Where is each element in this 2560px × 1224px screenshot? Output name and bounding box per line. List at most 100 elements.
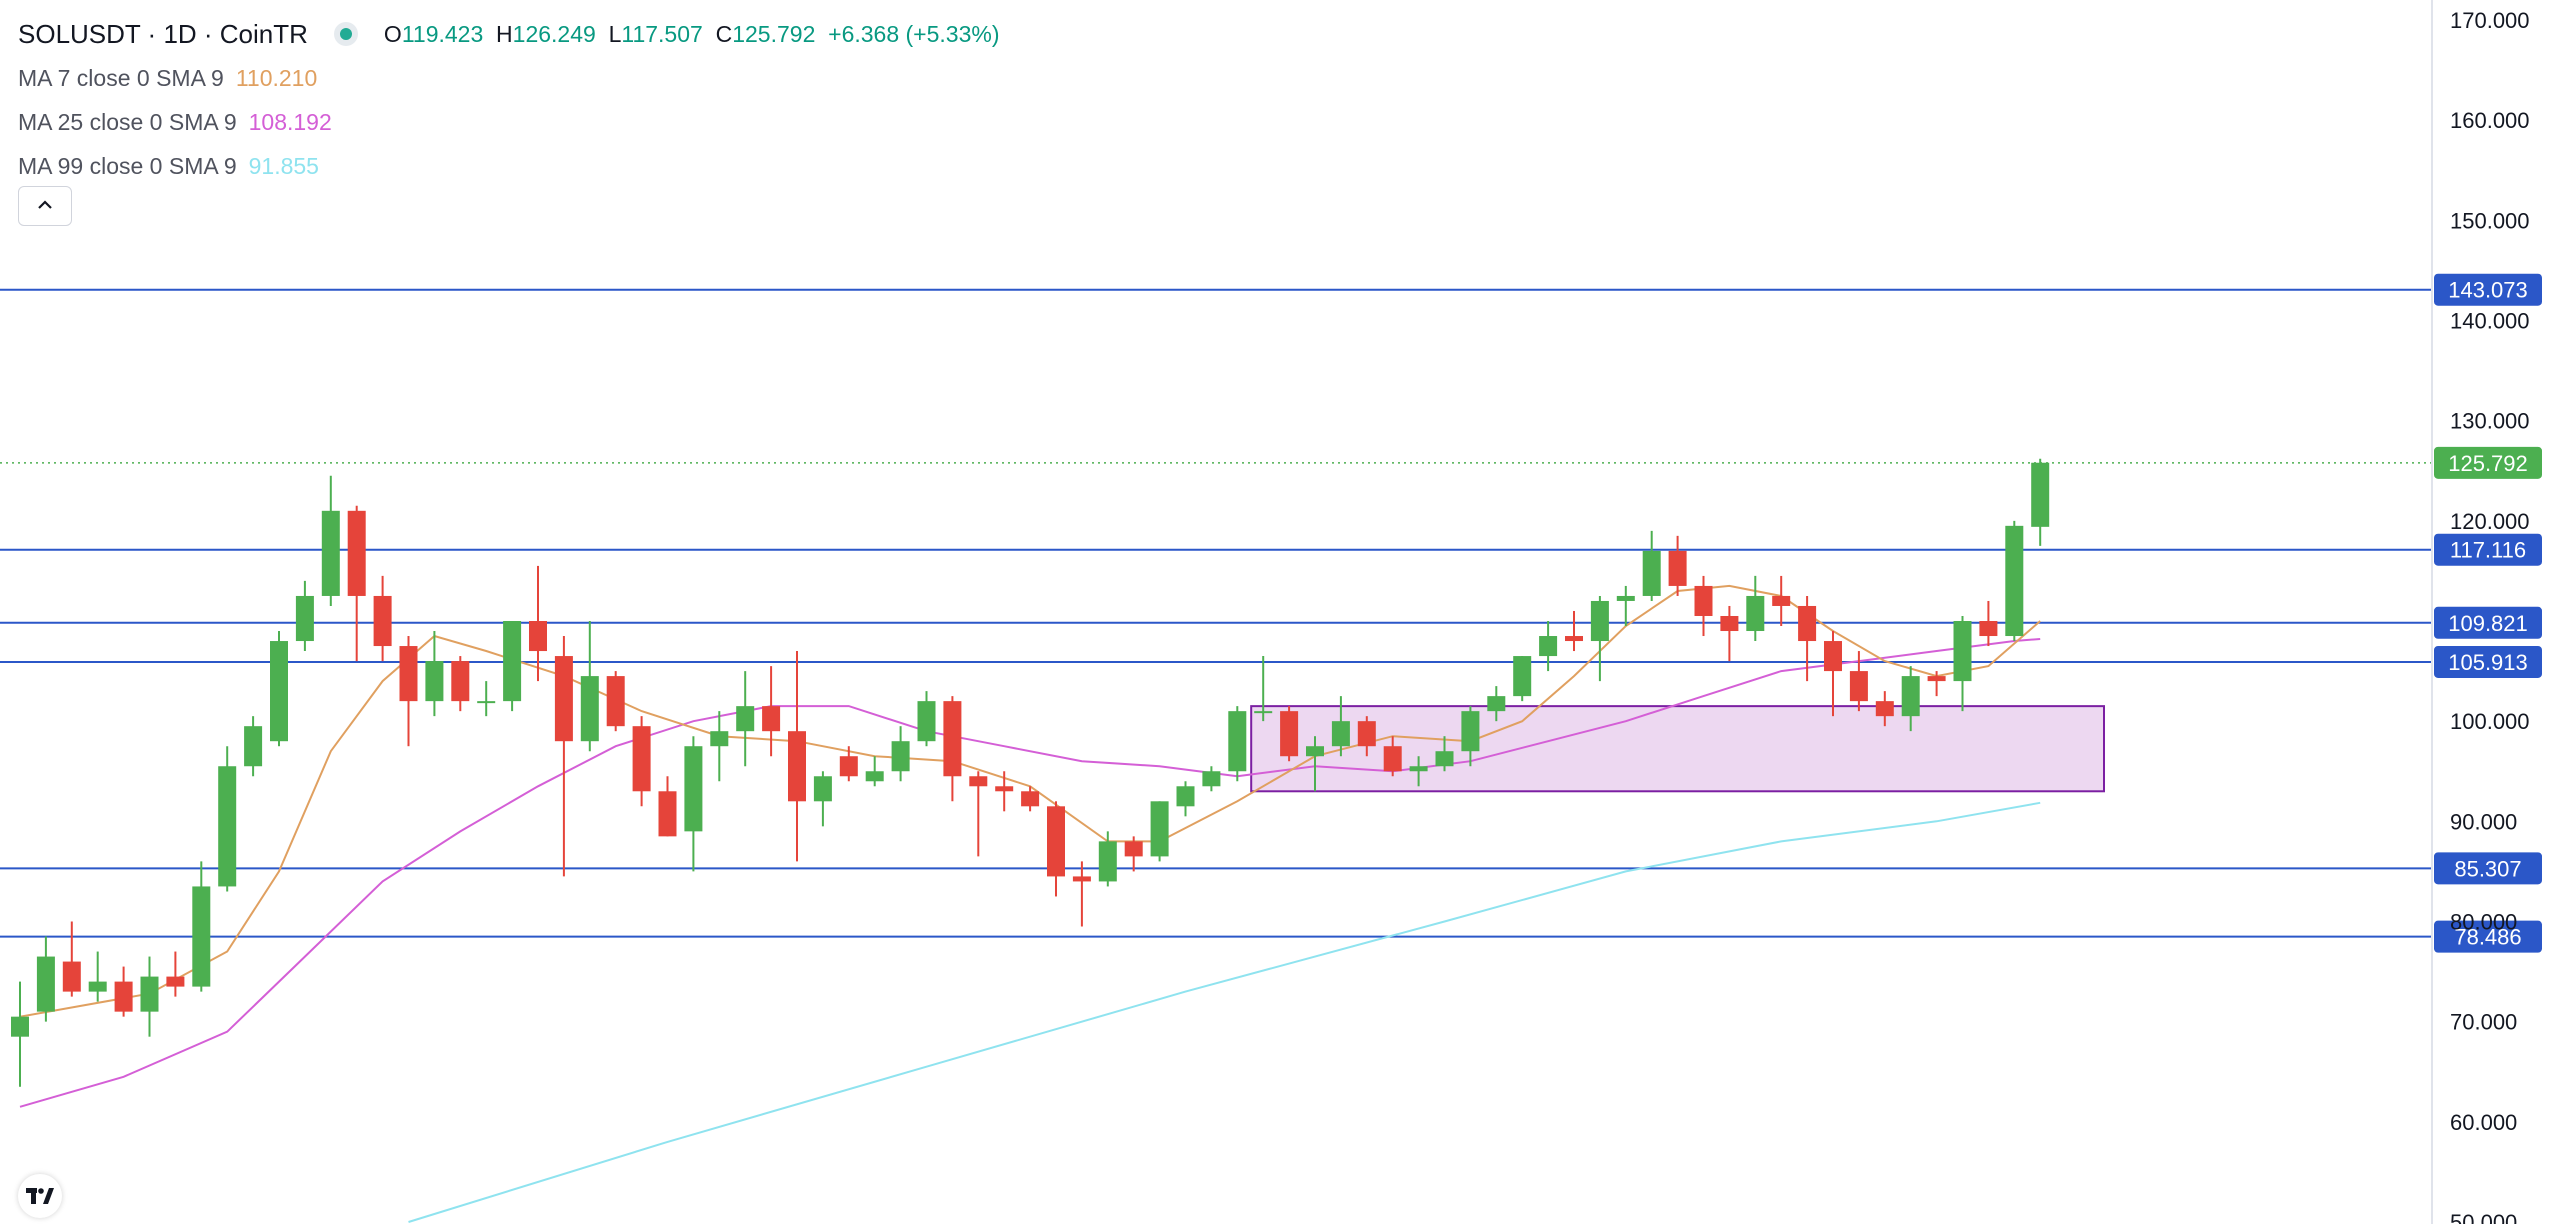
candle-up (1590, 595, 1609, 682)
candle-up (244, 716, 263, 777)
candle-body (2005, 525, 2024, 637)
candle-up (1461, 706, 1480, 767)
price-axis-tick: 130.000 (2450, 409, 2530, 434)
candle-down (788, 651, 806, 862)
candle-up (270, 631, 288, 747)
level-price-tag (2434, 606, 2542, 639)
level-price-label: 105.913 (2448, 650, 2528, 675)
low-value: 117.507 (621, 21, 703, 47)
price-axis-tick: 150.000 (2450, 208, 2530, 233)
candle-body (1306, 746, 1324, 757)
candle-body (1124, 841, 1143, 857)
candle-up (1228, 706, 1247, 782)
indicator-value: 91.855 (248, 153, 319, 179)
candle-down (943, 696, 962, 802)
candle-up (1409, 756, 1428, 787)
candle-down (1798, 595, 1817, 682)
candle-down (347, 505, 366, 662)
collapse-legend-button[interactable] (18, 186, 72, 226)
candle-down (658, 776, 677, 837)
candle-up (1953, 615, 1972, 712)
candle-down (1280, 706, 1299, 762)
candle-up (710, 711, 729, 782)
candle-body (451, 661, 470, 702)
candle-body (347, 510, 366, 596)
candle-body (166, 976, 185, 987)
candle-body (477, 701, 496, 704)
consolidation-zone (1250, 705, 2105, 793)
indicator-label: MA 7 close 0 SMA 9 (18, 65, 224, 91)
candle-up (736, 671, 755, 767)
indicator-ma25[interactable]: MA 25 close 0 SMA 9 108.192 (18, 100, 999, 144)
candle-up (1176, 781, 1195, 817)
candle-body (554, 656, 573, 742)
candle-up (917, 691, 936, 747)
candle-down (1072, 861, 1091, 927)
candle-up (813, 771, 832, 827)
candle-body (270, 641, 288, 742)
price-axis-tick: 170.000 (2450, 8, 2530, 33)
candle-down (1565, 610, 1583, 652)
high-value: 126.249 (512, 21, 596, 47)
candle-body (1798, 605, 1817, 642)
candle-down (1383, 736, 1402, 777)
tradingview-logo-icon[interactable] (18, 1174, 62, 1218)
candle-body (1435, 751, 1454, 767)
candle-down (451, 656, 470, 712)
candle-up (140, 956, 159, 1037)
candle-body (192, 886, 211, 987)
candle-body (114, 981, 133, 1012)
candle-down (114, 966, 133, 1017)
candle-body (606, 676, 625, 727)
indicator-ma99[interactable]: MA 99 close 0 SMA 9 91.855 (18, 144, 999, 188)
candle-body (865, 771, 884, 782)
candle-body (1565, 636, 1583, 642)
candle-up (1202, 766, 1221, 792)
chart-legend: SOLUSDT · 1D · CoinTR O119.423 H126.249 … (18, 12, 999, 188)
candle-body (658, 791, 677, 837)
ohlc-values: O119.423 H126.249 L117.507 C125.792 +6.3… (383, 21, 1000, 47)
candle-down (1124, 836, 1143, 872)
candle-body (2031, 462, 2050, 527)
candle-body (1072, 876, 1091, 882)
candle-up (503, 621, 522, 712)
candle-body (762, 706, 781, 732)
indicator-label: MA 25 close 0 SMA 9 (18, 109, 237, 135)
price-axis-tick: 100.000 (2450, 709, 2530, 734)
candle-body (1280, 711, 1299, 757)
candle-body (1590, 600, 1609, 642)
candle-body (580, 676, 599, 742)
candle-up (2005, 520, 2024, 642)
candle-body (1720, 615, 1739, 632)
candle-down (1357, 716, 1376, 757)
candle-body (1849, 671, 1868, 702)
candle-down (1772, 575, 1791, 627)
candle-body (1461, 711, 1480, 752)
candle-down (1824, 631, 1842, 717)
candle-body (1875, 701, 1894, 717)
candle-body (788, 731, 806, 802)
candle-up (88, 951, 107, 1002)
candle-down (1979, 600, 1998, 647)
candle-body (1487, 696, 1506, 712)
candle-body (88, 981, 107, 992)
candle-body (995, 786, 1014, 792)
indicator-ma7[interactable]: MA 7 close 0 SMA 9 110.210 (18, 56, 999, 100)
candle-down (373, 575, 392, 662)
candle-body (1331, 721, 1350, 747)
candle-body (1254, 711, 1273, 714)
candle-up (1331, 696, 1350, 757)
price-axis-tick: 120.000 (2450, 509, 2530, 534)
open-value: 119.423 (401, 21, 484, 47)
candle-body (503, 621, 522, 702)
symbol-title[interactable]: SOLUSDT · 1D · CoinTR (18, 19, 308, 49)
candle-down (995, 771, 1014, 812)
level-price-tag (2434, 852, 2542, 885)
candle-up (684, 736, 703, 872)
candle-up (580, 621, 599, 752)
candle-down (166, 951, 185, 997)
candle-up (2031, 458, 2050, 546)
level-price-tag (2434, 645, 2542, 678)
candle-up (1098, 831, 1117, 887)
